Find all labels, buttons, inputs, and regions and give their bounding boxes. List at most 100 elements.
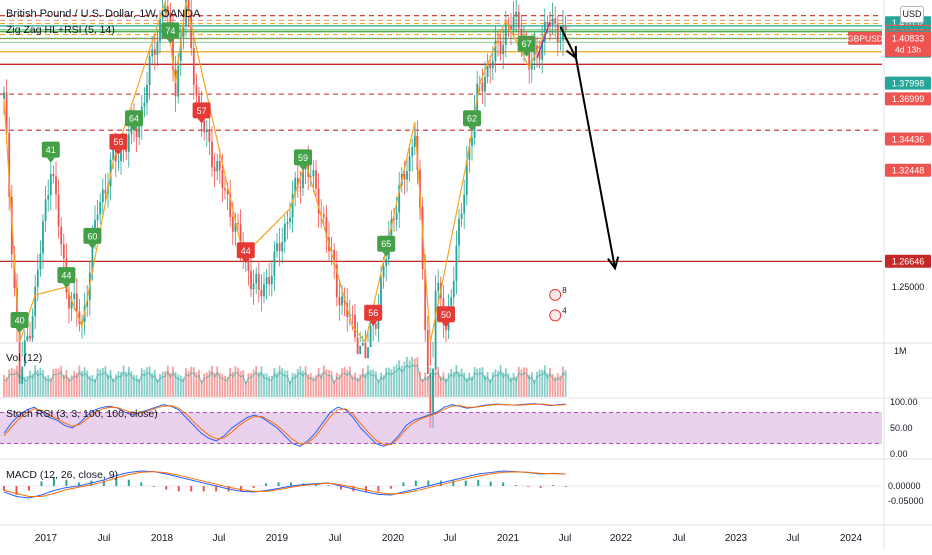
volume-bar [515,376,518,397]
rsi-marker-pointer [114,149,123,155]
time-axis-label: Jul [444,533,457,544]
candle-body [62,244,65,259]
rsi-marker-box [364,304,383,321]
candle-body [486,64,489,77]
stoch-axis-label: 0.00 [890,449,908,459]
volume-bar [65,370,68,397]
volume-bar [117,371,120,397]
rsi-marker-box [377,235,396,252]
volume-bar [445,378,447,397]
candle-body [42,221,44,254]
candle-body [432,369,434,428]
candle-body [159,18,161,42]
macd-histogram-bar [552,485,555,486]
volume-bar [83,367,86,397]
volume-bar [190,366,193,397]
volume-bar [520,369,523,397]
zigzag-line [3,1,551,344]
volume-bar [205,372,208,397]
candle-body [497,40,499,42]
volume-bar [192,367,195,397]
candle-body [161,12,164,19]
volume-bar [317,368,320,397]
candle-body [216,160,219,172]
candle-body [411,146,414,157]
candle-body [138,124,141,138]
volume-bar [213,372,216,397]
volume-bar [172,366,174,397]
volume-bar [270,376,273,397]
volume-bar [533,380,536,397]
candle-body [551,18,554,26]
volume-bar [78,365,81,397]
candle-body [382,266,385,277]
rsi-marker-pointer [62,283,71,289]
candle-body [455,245,458,281]
volume-bar [426,375,429,397]
volume-bar [322,365,325,397]
volume-bar [564,370,567,397]
candle-body [120,147,122,162]
volume-bar [307,374,310,397]
macd-signal-line [3,471,566,497]
volume-bar [146,367,148,397]
volume-bar [346,370,349,397]
time-axis-label: Jul [787,533,800,544]
volume-bar [348,366,351,397]
volume-bar [304,366,307,397]
time-axis-label: 2019 [266,533,289,544]
volume-bar [398,360,401,397]
rsi-marker-pointer [130,126,138,132]
volume-bar [315,375,317,397]
time-axis-label: Jul [673,533,686,544]
candle-body [543,21,546,42]
candle-body [169,13,172,31]
volume-bar [10,368,13,397]
volume-bar [439,376,442,397]
time-axis-label: Jul [559,533,572,544]
candle-body [250,271,252,290]
candle-body [296,178,299,187]
volume-bar [429,367,432,397]
candle-body [556,23,559,43]
candle-body [127,134,130,152]
rsi-marker-label: 50 [441,310,451,320]
rsi-marker: 50 [437,306,455,328]
volume-bar [18,374,21,397]
volume-bar [62,374,65,397]
candle-body [263,284,265,297]
volume-bar [549,367,551,397]
candle-body [374,323,377,329]
candle-body [312,170,315,177]
volume-bar [265,373,268,397]
candle-body [151,49,154,57]
candle-body [52,173,55,177]
volume-bar [309,372,312,397]
candle-body [320,213,323,215]
volume-ma-line [3,364,566,386]
candle-body [190,12,193,49]
volume-bar [463,372,466,397]
volume-bar [296,368,299,397]
volume-bar [177,374,180,397]
macd-histogram-bar [427,480,430,486]
volume-bar [400,365,403,397]
candle-body [218,160,221,170]
candle-body [112,148,115,160]
candle-body [426,330,429,374]
volume-bar [55,368,57,397]
candle-body [468,145,471,160]
currency-button[interactable]: USD [900,6,924,23]
volume-bar [372,369,375,397]
price-axis-label: 1.25000 [892,282,925,292]
candle-body [504,24,507,46]
candle-body [463,194,466,214]
macd-histogram-bar [177,486,180,492]
candle-body [494,40,497,61]
candle-body [317,188,320,214]
volume-bar [70,375,73,397]
volume-bar [517,366,520,397]
volume-bar [156,379,159,397]
volume-bar [406,357,408,397]
